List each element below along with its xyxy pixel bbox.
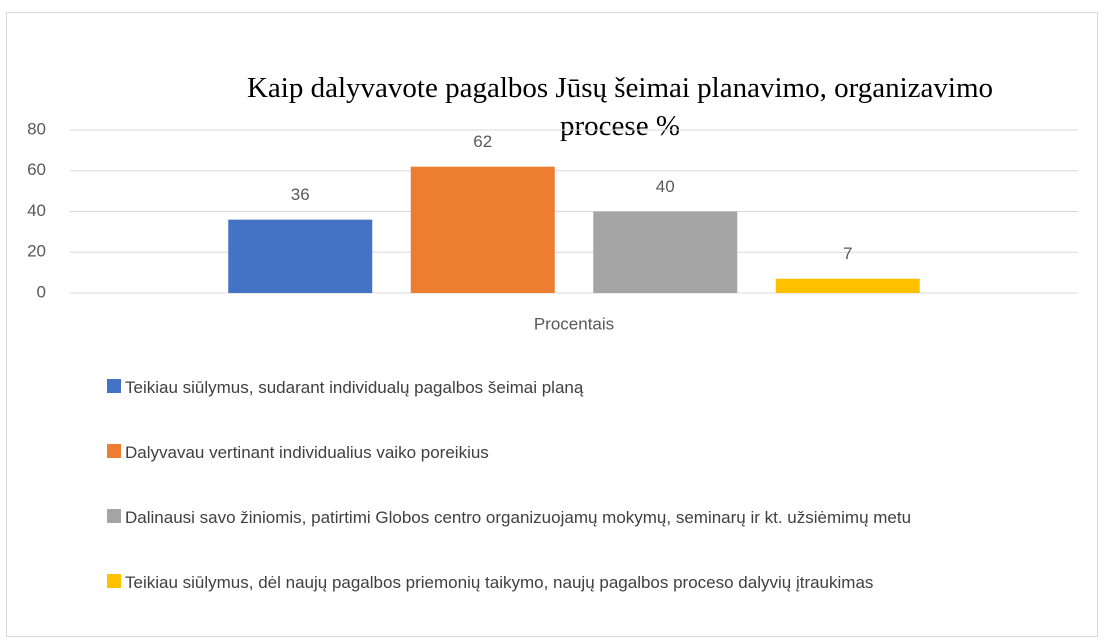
legend-label: Dalyvavau vertinant individualius vaiko … — [125, 443, 489, 462]
y-tick-label: 60 — [27, 160, 46, 179]
legend-label: Teikiau siūlymus, dėl naujų pagalbos pri… — [125, 573, 874, 592]
y-tick-label: 40 — [27, 201, 46, 220]
bar — [228, 219, 373, 293]
chart-border — [6, 12, 1098, 637]
legend-item: Dalyvavau vertinant individualius vaiko … — [107, 440, 1037, 465]
bar — [593, 211, 738, 293]
legend-swatch — [107, 509, 121, 523]
x-tick-label: Procentais — [534, 314, 614, 333]
data-label: 36 — [291, 185, 310, 204]
y-tick-label: 20 — [27, 242, 46, 261]
legend-swatch — [107, 574, 121, 588]
legend-label: Teikiau siūlymus, sudarant individualų p… — [125, 378, 584, 397]
legend-label: Dalinausi savo žiniomis, patirtimi Globo… — [125, 508, 912, 527]
legend-swatch — [107, 379, 121, 393]
data-label: 62 — [473, 132, 492, 151]
y-tick-label: 80 — [27, 119, 46, 138]
bar — [775, 278, 920, 293]
data-label: 40 — [656, 177, 675, 196]
bar — [410, 166, 555, 293]
legend-item: Teikiau siūlymus, sudarant individualų p… — [107, 375, 1037, 400]
y-tick-label: 0 — [37, 282, 46, 301]
data-label: 7 — [843, 244, 852, 263]
chart-title: Kaip dalyvavote pagalbos Jūsų šeimai pla… — [247, 72, 993, 142]
legend-item: Dalinausi savo žiniomis, patirtimi Globo… — [107, 505, 1037, 530]
legend-item: Teikiau siūlymus, dėl naujų pagalbos pri… — [107, 570, 1037, 595]
legend-swatch — [107, 444, 121, 458]
